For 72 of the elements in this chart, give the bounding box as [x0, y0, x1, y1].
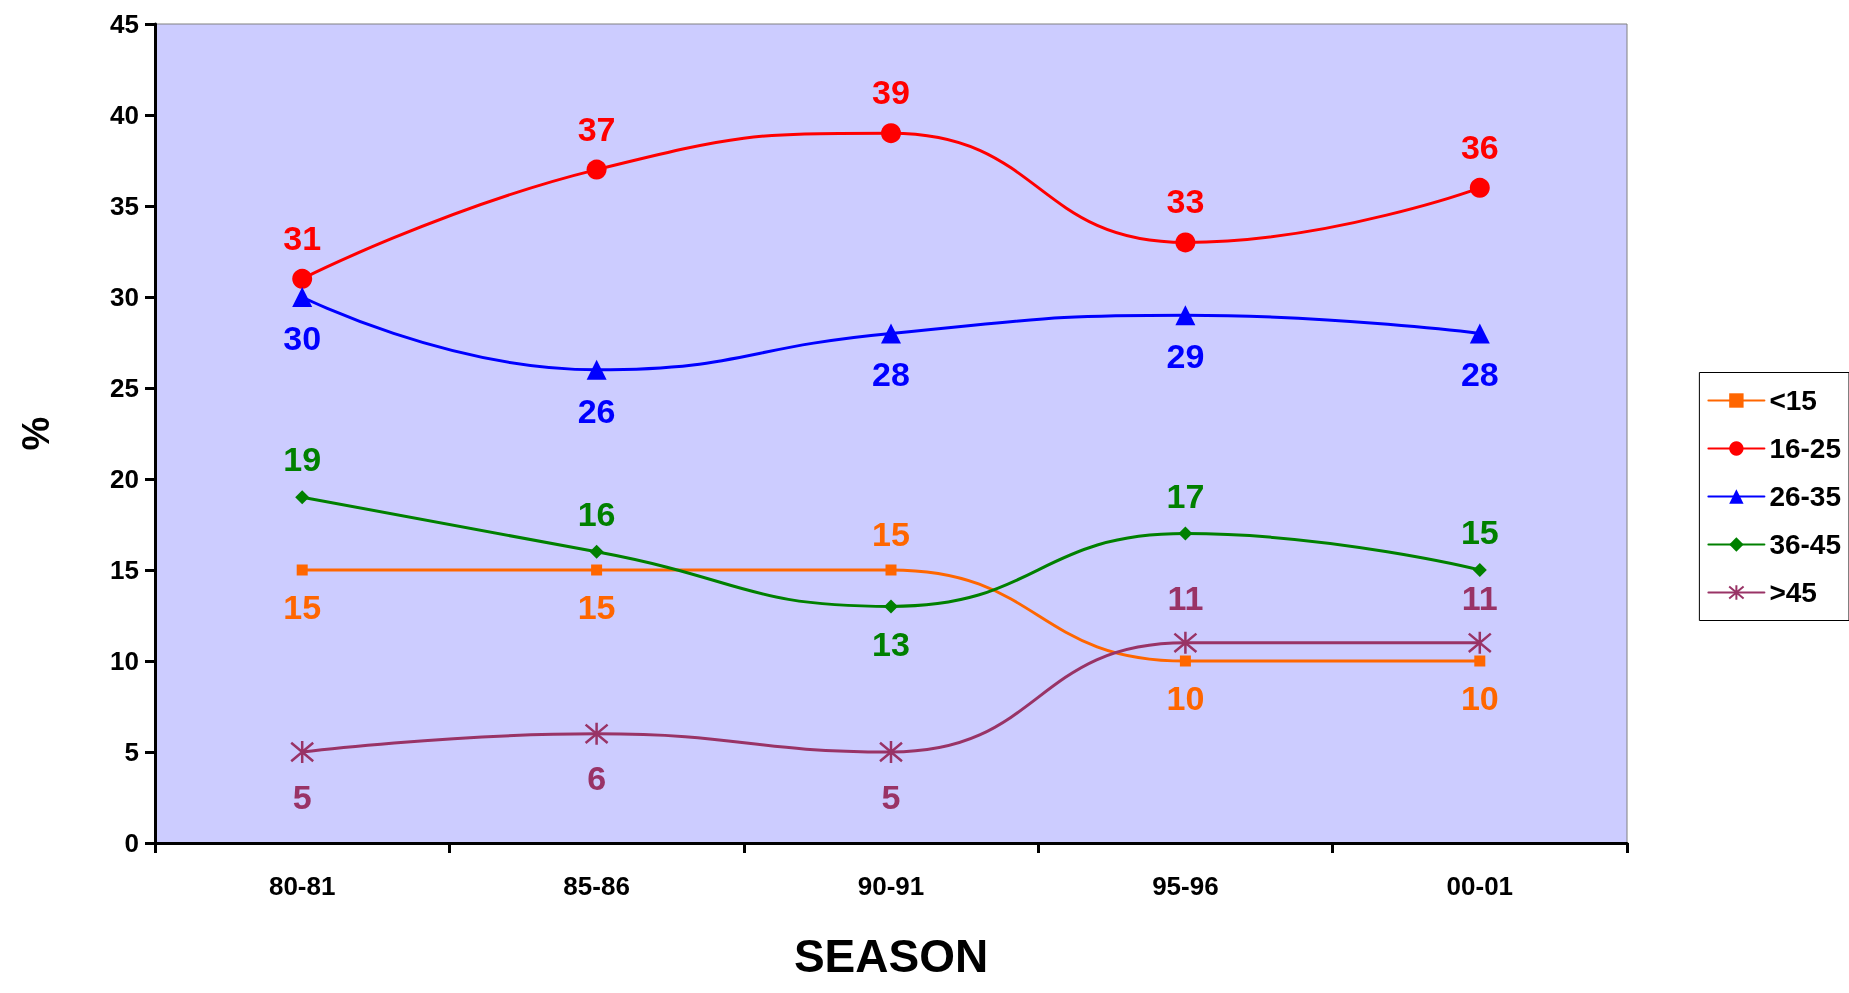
data-label: 11	[1461, 579, 1498, 618]
y-tick-label: 30	[110, 282, 139, 312]
y-tick-label: 20	[110, 464, 139, 494]
point	[586, 359, 607, 380]
point	[296, 564, 308, 576]
point	[292, 268, 313, 289]
y-tick-label: 45	[110, 9, 139, 39]
data-label: 28	[872, 355, 910, 394]
point	[1173, 632, 1198, 654]
point	[1178, 526, 1193, 541]
data-label: 33	[1166, 182, 1205, 221]
data-label: 11	[1167, 579, 1204, 618]
x-tick-label: 90-91	[857, 871, 925, 901]
point	[881, 323, 901, 344]
data-label: 5	[881, 777, 901, 816]
x-tick-label: 00-01	[1446, 871, 1514, 901]
data-label: 36	[1460, 127, 1499, 166]
x-tick-label: 95-96	[1152, 871, 1219, 901]
x-tick-label: 80-81	[268, 871, 336, 901]
point	[1469, 177, 1490, 198]
data-label: 17	[1166, 476, 1205, 515]
data-label: 31	[283, 218, 322, 257]
data-label: 30	[283, 319, 322, 357]
point	[292, 287, 313, 307]
point	[289, 741, 315, 763]
point	[295, 490, 310, 505]
data-label: 37	[577, 109, 616, 148]
legend-label: 26-35	[1769, 481, 1842, 512]
point	[1179, 655, 1191, 667]
legend-label: <15	[1769, 385, 1817, 416]
point	[591, 564, 603, 576]
data-label: 6	[587, 759, 607, 798]
data-label: 29	[1166, 337, 1205, 376]
y-tick-label: 5	[124, 737, 139, 767]
y-tick-label: 0	[124, 828, 139, 858]
point	[878, 741, 904, 763]
point	[1472, 563, 1487, 577]
y-tick-label: 40	[110, 100, 139, 130]
data-label: 10	[1460, 678, 1499, 717]
data-label: 16	[577, 494, 616, 533]
data-label: 10	[1166, 678, 1205, 717]
point	[586, 159, 607, 180]
y-tick-label: 25	[110, 373, 139, 403]
data-label: 28	[1460, 355, 1499, 394]
y-tick-label: 15	[110, 555, 139, 585]
data-label: 39	[872, 73, 910, 112]
data-label: 15	[577, 587, 616, 626]
data-label: 15	[1460, 513, 1499, 551]
point	[1467, 632, 1493, 654]
data-label: 15	[872, 514, 910, 553]
point	[584, 723, 609, 745]
legend-label: >45	[1769, 577, 1817, 608]
point	[884, 599, 898, 614]
point	[1175, 305, 1196, 326]
data-label: 13	[872, 625, 910, 664]
y-tick-label: 35	[110, 191, 139, 221]
point	[1175, 232, 1196, 253]
point	[589, 544, 604, 559]
legend-label: 36-45	[1769, 529, 1842, 560]
y-axis-title: %	[15, 416, 57, 451]
x-tick-label: 85-86	[563, 871, 630, 901]
data-label: 26	[577, 391, 616, 430]
y-tick-label: 10	[110, 646, 139, 676]
data-label: 5	[292, 777, 312, 816]
x-axis-title: SEASON	[793, 930, 989, 982]
point	[1469, 323, 1490, 344]
data-label: 15	[283, 587, 322, 626]
legend-label: 16-25	[1769, 433, 1842, 464]
point	[885, 564, 897, 576]
data-label: 19	[283, 440, 322, 479]
point	[1474, 655, 1486, 667]
point	[881, 123, 901, 144]
